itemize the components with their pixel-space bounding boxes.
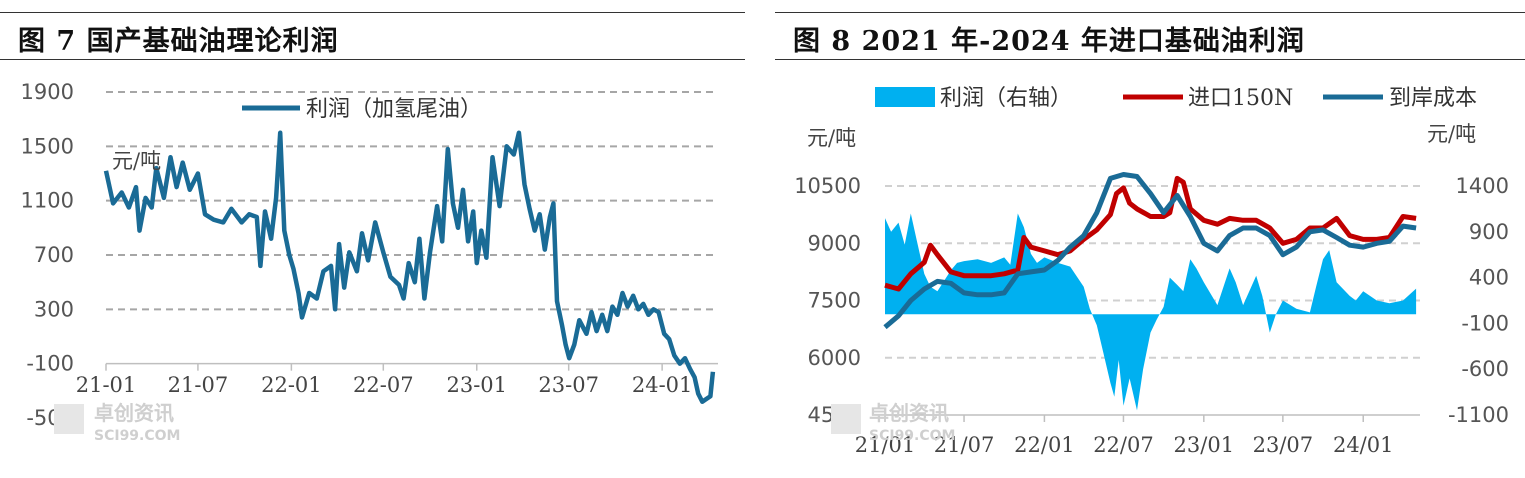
y-right-tick-label: 1400	[1456, 174, 1509, 198]
watermark-text: 卓创资讯	[869, 401, 949, 425]
x-tick-label: 22-01	[261, 373, 322, 397]
chart-title: 图 7 国产基础油理论利润	[18, 26, 339, 57]
legend: 利润（加氢尾油）	[242, 97, 482, 122]
x-tick-label: 23/01	[1174, 433, 1235, 457]
x-tick-label: 24-01	[632, 373, 693, 397]
legend-label: 进口150N	[1188, 86, 1293, 111]
y-right-tick-label: -100	[1461, 311, 1509, 335]
watermark: 卓创资讯 SCI99.COM	[831, 401, 955, 444]
series-line-import-150n	[884, 175, 1417, 292]
y-tick-label: 1100	[21, 189, 74, 213]
watermark-logo	[831, 404, 861, 434]
legend-swatch-area	[875, 87, 935, 107]
watermark-subtext: SCI99.COM	[94, 428, 180, 444]
x-tick-label: 23-07	[538, 373, 599, 397]
y-right-tick-label: -1100	[1448, 403, 1509, 427]
y-tick-label: 700	[34, 243, 74, 267]
chart-title-bar: 图 8 2021 年-2024 年进口基础油利润	[775, 12, 1525, 60]
y-left-tick-label: 10500	[794, 174, 861, 198]
y-right-tick-label: -600	[1461, 357, 1509, 381]
x-tick-label: 23-01	[446, 373, 507, 397]
watermark-subtext: SCI99.COM	[869, 428, 955, 444]
legend: 利润（右轴） 进口150N 到岸成本	[875, 86, 1477, 111]
x-tick-label: 24/01	[1333, 433, 1394, 457]
combo-chart-import-profit: 1050090007500600045001400900400-100-600-…	[794, 86, 1509, 457]
y-right-tick-label: 400	[1469, 266, 1509, 290]
chart-panel-right: 图 8 2021 年-2024 年进口基础油利润 10500 9000 7500 60…	[775, 0, 1525, 478]
x-tick-label: 21-07	[168, 373, 229, 397]
y-left-unit-label: 元/吨	[807, 126, 856, 150]
x-tick-label: 22/01	[1014, 433, 1075, 457]
x-tick-label: 21/01	[855, 433, 916, 457]
legend-label: 利润（右轴）	[940, 86, 1072, 111]
watermark-logo	[54, 404, 84, 434]
chart-panel-left: 图 7 国产基础油理论利润 1900 1500 1100 700 300 -100 -500…	[0, 0, 745, 478]
x-tick-label: 22/07	[1093, 433, 1154, 457]
legend-label: 利润（加氢尾油）	[306, 97, 482, 122]
x-tick-label: 22-07	[353, 373, 414, 397]
y-tick-label: -100	[26, 352, 74, 376]
series-line-landed-cost	[883, 172, 1417, 330]
y-left-tick-label: 9000	[808, 231, 861, 255]
y-tick-label: 1500	[21, 134, 74, 158]
series-line-hydro-tail-oil-profit	[103, 130, 716, 404]
x-tick-label: 21-01	[76, 373, 137, 397]
y-tick-label: 1900	[21, 80, 74, 104]
chart-title: 图 8 2021 年-2024 年进口基础油利润	[793, 26, 1305, 57]
legend-label: 到岸成本	[1389, 86, 1477, 111]
y-right-tick-label: 900	[1469, 220, 1509, 244]
y-left-tick-label: 6000	[808, 346, 861, 370]
watermark-text: 卓创资讯	[94, 401, 174, 425]
y-tick-label: 300	[34, 297, 74, 321]
x-tick-label: 21/07	[934, 433, 995, 457]
x-tick-label: 23/07	[1253, 433, 1314, 457]
y-unit-label: 元/吨	[112, 149, 161, 173]
watermark: 卓创资讯 SCI99.COM	[54, 401, 180, 444]
y-right-unit-label: 元/吨	[1427, 122, 1476, 146]
chart-title-bar: 图 7 国产基础油理论利润	[0, 12, 745, 60]
y-left-tick-label: 7500	[808, 289, 861, 313]
